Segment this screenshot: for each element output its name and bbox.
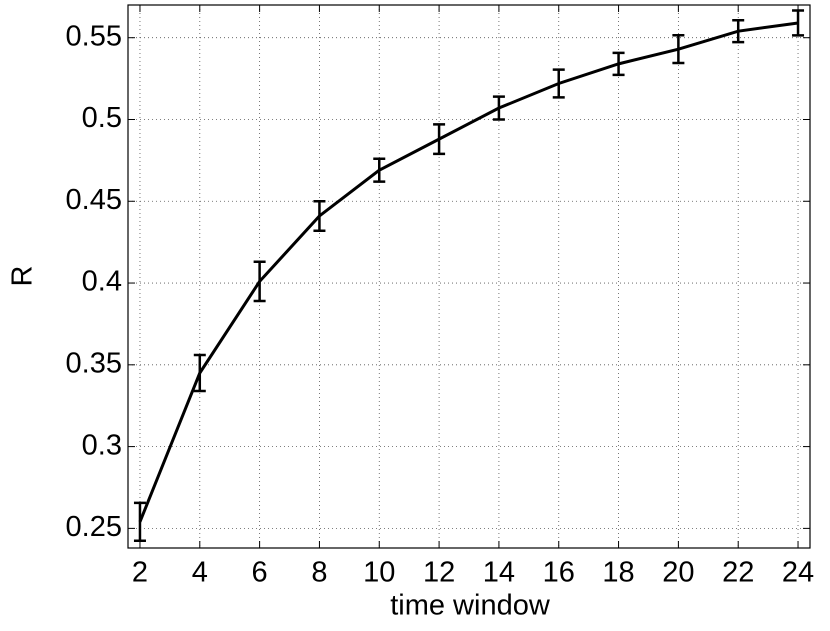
x-tick-label: 14 [483, 557, 515, 589]
error-bar [732, 18, 745, 44]
error-bar [193, 353, 206, 393]
y-tick-label: 0.55 [66, 20, 122, 52]
x-tick-label: 18 [602, 557, 634, 589]
y-tick-label: 0.35 [66, 347, 122, 379]
error-bar [612, 51, 625, 77]
y-tick-label: 0.25 [66, 511, 122, 543]
error-bar [253, 260, 266, 303]
line [138, 21, 799, 523]
error-bar [492, 95, 505, 121]
x-tick-label: 20 [662, 557, 694, 589]
error-bar [433, 123, 446, 156]
x-tick-label: 12 [423, 557, 455, 589]
error-bar [313, 200, 326, 232]
y-tick-label: 0.4 [82, 266, 122, 298]
error-bar [133, 501, 146, 543]
x-tick-label: 22 [722, 557, 754, 589]
error-bar [552, 68, 565, 99]
x-tick-label: 2 [132, 557, 148, 589]
y-tick-label: 0.3 [82, 429, 122, 461]
x-tick-label: 6 [252, 557, 268, 589]
x-tick-label: 4 [192, 557, 208, 589]
x-tick-label: 8 [311, 557, 327, 589]
plot-frame [127, 4, 811, 549]
x-axis-label: time window [390, 590, 551, 622]
y-axis-label: R [7, 266, 39, 287]
error-bar [792, 9, 805, 37]
error-bar [373, 157, 386, 183]
y-tick-label: 0.5 [82, 102, 122, 134]
error-bar [672, 34, 685, 65]
x-tick-label: 16 [543, 557, 575, 589]
x-tick-label: 24 [782, 557, 814, 589]
x-tick-label: 10 [363, 557, 395, 589]
y-tick-label: 0.45 [66, 184, 122, 216]
